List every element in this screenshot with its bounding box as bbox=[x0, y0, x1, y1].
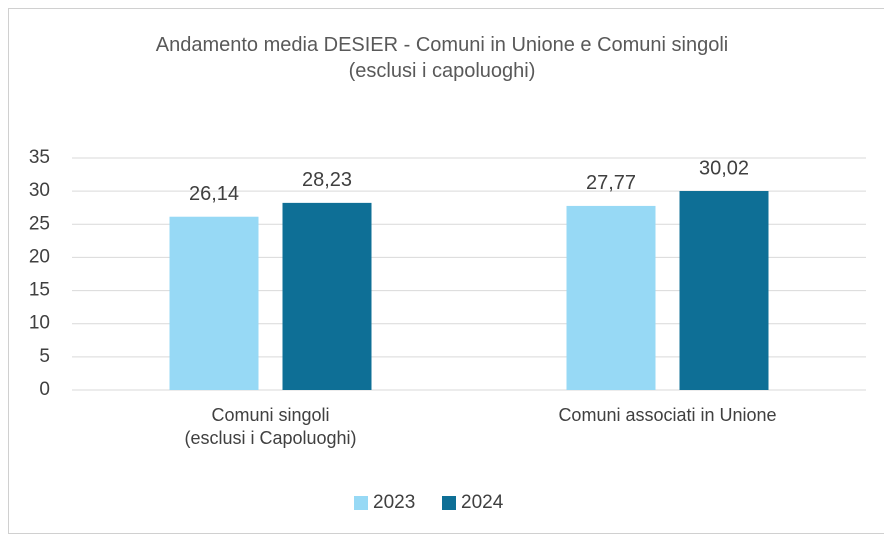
x-tick-label: Comuni singoli (esclusi i Capoluoghi) bbox=[184, 405, 357, 449]
data-label: 26,14 bbox=[189, 183, 239, 205]
legend-label: 2023 bbox=[373, 492, 415, 513]
y-tick-label: 20 bbox=[29, 246, 50, 267]
y-tick-label: 30 bbox=[29, 180, 50, 201]
y-tick-label: 25 bbox=[29, 213, 50, 234]
bar bbox=[566, 205, 656, 390]
y-tick-label: 5 bbox=[39, 346, 50, 367]
y-tick-label: 10 bbox=[29, 313, 50, 334]
legend-swatch bbox=[354, 496, 368, 510]
bar bbox=[169, 216, 259, 390]
x-tick-label: Comuni associati in Unione bbox=[558, 405, 777, 425]
data-label: 27,77 bbox=[586, 172, 636, 194]
bar bbox=[282, 202, 372, 390]
bar bbox=[679, 191, 769, 390]
data-label: 28,23 bbox=[302, 169, 352, 191]
y-tick-label: 35 bbox=[29, 147, 50, 168]
y-tick-label: 0 bbox=[39, 379, 50, 400]
data-label: 30,02 bbox=[699, 157, 749, 179]
legend-swatch bbox=[442, 496, 456, 510]
chart-border bbox=[8, 8, 884, 534]
y-tick-label: 15 bbox=[29, 280, 50, 301]
chart-title: Andamento media DESIER - Comuni in Union… bbox=[155, 34, 729, 82]
legend-label: 2024 bbox=[461, 492, 504, 513]
